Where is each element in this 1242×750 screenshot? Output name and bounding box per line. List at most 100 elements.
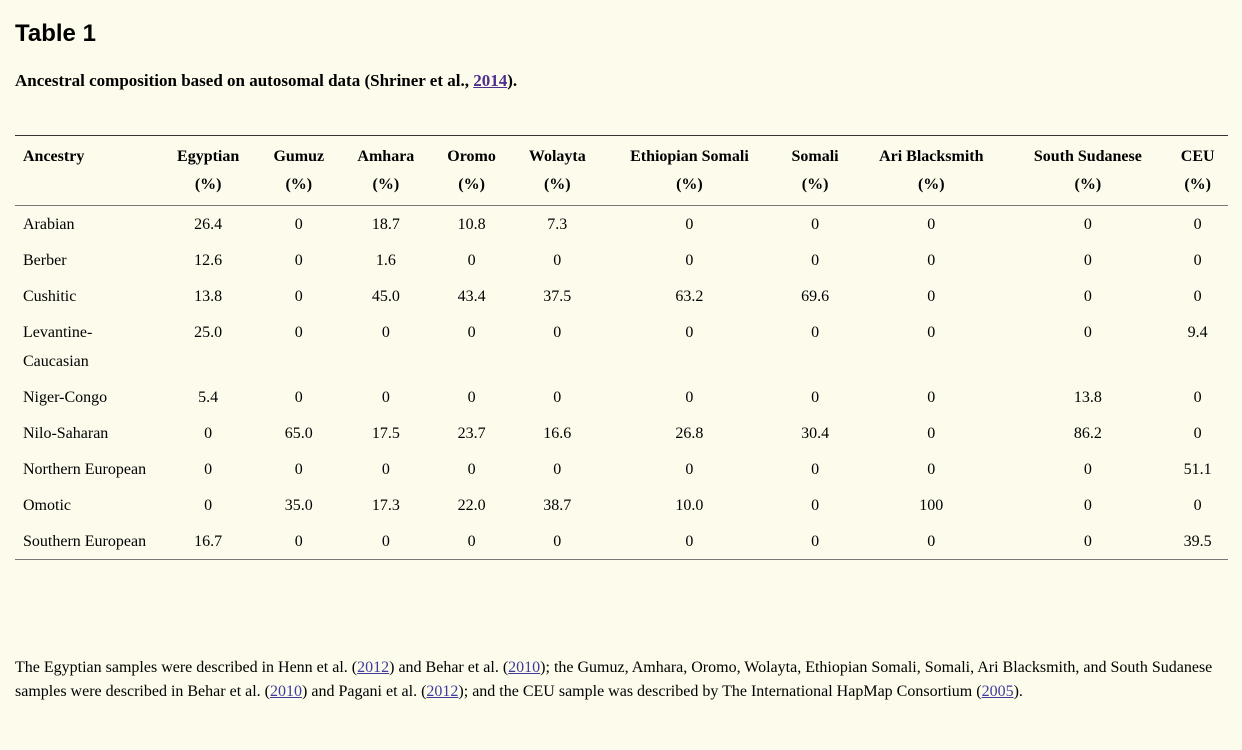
value-cell: 0: [294, 252, 303, 269]
column-header-unit: (%): [194, 176, 222, 193]
value-cell: 0: [1193, 216, 1202, 233]
value-cell: 0: [381, 533, 390, 550]
footnote-text: The Egyptian samples were described in H…: [15, 659, 358, 676]
value-cell: 0: [381, 324, 390, 341]
value-cell: 0: [811, 252, 820, 269]
value-cell: 100: [919, 497, 944, 514]
column-header-name: Ancestry: [23, 148, 85, 165]
footnote-text: ); the Gumuz, Amhara, Oromo, Wolayta, Et…: [15, 659, 1213, 700]
citation-link-henn-2012[interactable]: 2012: [357, 659, 390, 676]
column-header-name: Ethiopian Somali: [630, 148, 749, 165]
value-cell: 0: [927, 425, 936, 442]
value-cell: 0: [381, 389, 390, 406]
value-cell: 43.4: [457, 288, 486, 305]
value-cell: 0: [927, 461, 936, 478]
column-header: Somali (%): [776, 136, 854, 206]
value-cell: 0: [811, 461, 820, 478]
column-header: CEU (%): [1167, 136, 1228, 206]
value-cell: 0: [927, 216, 936, 233]
value-cell: 30.4: [801, 425, 830, 442]
value-cell: 0: [381, 461, 390, 478]
value-cell: 0: [294, 461, 303, 478]
value-cell: 13.8: [194, 288, 223, 305]
value-cell: 0: [1193, 497, 1202, 514]
citation-link-behar-2010[interactable]: 2010: [508, 659, 541, 676]
value-cell: 0: [553, 461, 562, 478]
table-row: Niger-Congo 5.4 0 0 0 0 0 0 0 13.8 0: [15, 379, 1228, 415]
value-cell: 0: [294, 389, 303, 406]
value-cell: 45.0: [371, 288, 400, 305]
value-cell: 0: [294, 324, 303, 341]
value-cell: 0: [1193, 389, 1202, 406]
ancestry-cell: Arabian: [23, 216, 75, 233]
value-cell: 0: [294, 288, 303, 305]
citation-link-pagani-2012[interactable]: 2012: [426, 683, 459, 700]
value-cell: 0: [927, 324, 936, 341]
value-cell: 0: [811, 324, 820, 341]
value-cell: 0: [1193, 288, 1202, 305]
column-header-unit: (%): [917, 176, 945, 193]
ancestry-cell: Cushitic: [23, 288, 77, 305]
column-header-unit: (%): [801, 176, 829, 193]
value-cell: 37.5: [543, 288, 572, 305]
table-label: Table 1: [15, 20, 96, 47]
value-cell: 0: [927, 288, 936, 305]
column-header-unit: (%): [372, 176, 400, 193]
value-cell: 0: [553, 252, 562, 269]
table-row: Nilo-Saharan 0 65.0 17.5 23.7 16.6 26.8 30.4 0 86…: [15, 415, 1228, 451]
value-cell: 0: [1083, 533, 1092, 550]
value-cell: 0: [553, 389, 562, 406]
value-cell: 0: [204, 425, 213, 442]
column-header-name: Amhara: [357, 148, 415, 165]
value-cell: 7.3: [547, 216, 568, 233]
column-header-unit: (%): [1074, 176, 1102, 193]
table-footnote: The Egyptian samples were described in H…: [15, 656, 1230, 704]
value-cell: 0: [467, 389, 476, 406]
value-cell: 18.7: [371, 216, 400, 233]
value-cell: 17.5: [371, 425, 400, 442]
caption-end: ).: [507, 71, 518, 90]
table-caption: Ancestral composition based on autosomal…: [15, 69, 517, 93]
value-cell: 0: [553, 533, 562, 550]
column-header-name: Wolayta: [528, 148, 586, 165]
value-cell: 0: [811, 533, 820, 550]
ancestry-cell: Levantine-Caucasian: [23, 324, 93, 370]
caption-text: Ancestral composition based on autosomal…: [15, 71, 474, 90]
value-cell: 13.8: [1073, 389, 1102, 406]
value-cell: 12.6: [194, 252, 223, 269]
ancestry-cell: Niger-Congo: [23, 389, 108, 406]
value-cell: 0: [685, 324, 694, 341]
column-header-name: South Sudanese: [1033, 148, 1142, 165]
column-header: Oromo (%): [431, 136, 511, 206]
value-cell: 39.5: [1183, 533, 1212, 550]
citation-link-behar-2010-b[interactable]: 2010: [270, 683, 303, 700]
ancestry-table: Ancestry Egyptian (%) Gumuz (%) Amhara (%) Orom…: [15, 135, 1228, 560]
citation-link-hapmap-2005[interactable]: 2005: [981, 683, 1014, 700]
value-cell: 0: [1083, 252, 1092, 269]
value-cell: 0: [685, 389, 694, 406]
column-header: Egyptian (%): [159, 136, 257, 206]
value-cell: 0: [294, 216, 303, 233]
ancestry-cell: Berber: [23, 252, 67, 269]
value-cell: 0: [685, 252, 694, 269]
ancestry-cell: Omotic: [23, 497, 71, 514]
value-cell: 0: [204, 497, 213, 514]
value-cell: 63.2: [675, 288, 704, 305]
column-header-name: CEU: [1180, 148, 1215, 165]
value-cell: 26.8: [675, 425, 704, 442]
value-cell: 0: [811, 389, 820, 406]
value-cell: 26.4: [194, 216, 223, 233]
footnote-text: ); and the CEU sample was described by T…: [458, 683, 982, 700]
value-cell: 0: [467, 461, 476, 478]
value-cell: 0: [927, 389, 936, 406]
value-cell: 0: [204, 461, 213, 478]
citation-link-2014[interactable]: 2014: [473, 71, 508, 90]
table-body: Arabian 26.4 0 18.7 10.8 7.3 0 0 0 0 0 Berber 12.6 0 1…: [15, 206, 1228, 560]
value-cell: 0: [685, 216, 694, 233]
value-cell: 0: [1083, 216, 1092, 233]
value-cell: 51.1: [1183, 461, 1212, 478]
column-header-name: Somali: [791, 148, 839, 165]
ancestry-cell: Nilo-Saharan: [23, 425, 109, 442]
column-header: Ari Blacksmith (%): [854, 136, 1008, 206]
footnote-text: ) and Behar et al. (: [389, 659, 509, 676]
